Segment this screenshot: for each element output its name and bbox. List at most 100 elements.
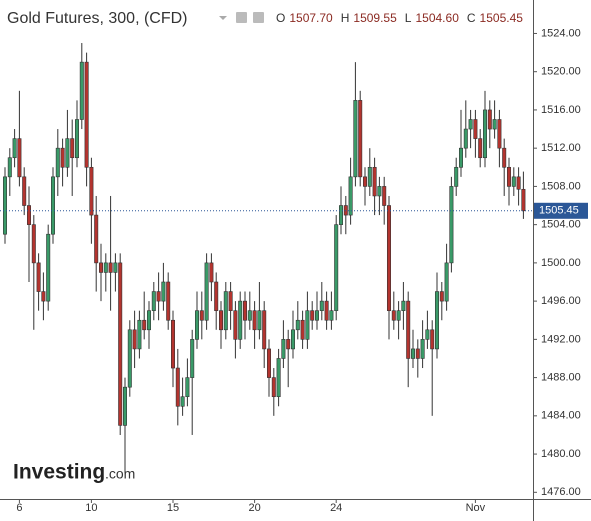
candle-body	[103, 262, 108, 273]
candle-body	[353, 100, 358, 178]
candle-body	[70, 138, 75, 159]
candle-body	[439, 291, 444, 302]
candle-body	[180, 396, 185, 407]
ohlc-value: 1505.45	[480, 11, 524, 25]
logo-main: Investing	[13, 461, 105, 484]
candle-body	[166, 281, 171, 321]
candle-body	[473, 119, 478, 139]
y-tick-label: 1512.00	[541, 142, 581, 154]
y-tick-label: 1492.00	[541, 333, 581, 345]
plot-area	[2, 43, 526, 474]
candle-body	[243, 300, 248, 321]
candle-body	[84, 61, 89, 168]
chart-title: Gold Futures, 300, (CFD)	[7, 10, 188, 27]
header: Gold Futures, 300, (CFD)	[0, 4, 510, 32]
candle-body	[127, 329, 132, 388]
candle-body	[108, 262, 113, 273]
candle-body	[17, 138, 22, 178]
candle-body	[367, 166, 372, 187]
candle-body	[521, 188, 526, 212]
candle-body	[382, 186, 387, 206]
candle-body	[420, 339, 425, 359]
candle-body	[362, 176, 367, 187]
last-price-label: 1505.45	[539, 205, 579, 217]
candle-body	[118, 262, 123, 426]
settings-icon	[253, 12, 264, 23]
candle-body	[151, 291, 156, 311]
candle-body	[238, 300, 243, 340]
candle-body	[454, 166, 459, 187]
candle-body	[329, 310, 334, 321]
candle-body	[94, 214, 99, 264]
candle-body	[161, 281, 166, 302]
candle-body	[348, 176, 353, 216]
candle-body	[386, 205, 391, 311]
candle-body	[458, 147, 463, 168]
candle-body	[156, 291, 161, 302]
candle-body	[290, 329, 295, 350]
candle-body	[319, 300, 324, 311]
candle-body	[358, 100, 363, 178]
candle-body	[31, 224, 36, 264]
y-tick-label: 1480.00	[541, 448, 581, 460]
candle-body	[502, 147, 507, 168]
candle-body	[60, 147, 65, 168]
candle-body	[204, 262, 209, 321]
candle-body	[391, 310, 396, 321]
y-tick-label: 1500.00	[541, 257, 581, 269]
x-tick-label: 10	[85, 502, 97, 514]
candle-body	[147, 310, 152, 331]
candle-body	[430, 329, 435, 350]
candle-body	[223, 291, 228, 331]
candle-body	[449, 186, 454, 264]
candle-body	[401, 300, 406, 311]
ohlc-value: 1504.60	[415, 11, 459, 25]
candle-body	[175, 367, 180, 407]
candle-body	[295, 319, 300, 331]
candle-body	[300, 319, 305, 340]
last-price-box	[534, 202, 588, 219]
ohlc-key: O	[276, 11, 285, 25]
candle-body	[7, 157, 12, 178]
candle-body	[482, 109, 487, 159]
candle-body	[142, 319, 147, 331]
candle-body	[271, 377, 276, 398]
candle-body	[36, 262, 41, 292]
candle-body	[46, 233, 51, 302]
candle-body	[324, 300, 329, 321]
logo-suffix: .com	[105, 466, 135, 482]
candle-body	[410, 348, 415, 359]
candle-body	[99, 262, 104, 273]
ohlc-value: 1507.70	[289, 11, 333, 25]
candle-body	[506, 166, 511, 187]
ohlc-value: 1509.55	[353, 11, 397, 25]
candle-body	[233, 310, 238, 340]
x-tick-label: 15	[167, 502, 179, 514]
candle-body	[511, 176, 516, 187]
candle-body	[377, 186, 382, 197]
candle-body	[334, 224, 339, 311]
candle-body	[444, 262, 449, 302]
y-tick-label: 1504.00	[541, 219, 581, 231]
candle-body	[468, 119, 473, 130]
candle-body	[252, 310, 257, 331]
dropdown-icon	[219, 16, 227, 20]
candle-body	[228, 291, 233, 311]
candle-body	[214, 281, 219, 311]
candle-body	[314, 310, 319, 321]
y-tick-label: 1476.00	[541, 486, 581, 498]
candle-body	[195, 310, 200, 340]
y-tick-label: 1520.00	[541, 66, 581, 78]
candle-body	[22, 176, 27, 206]
candle-body	[286, 339, 291, 350]
candle-body	[113, 262, 118, 273]
candle-body	[55, 147, 60, 178]
ohlc-key: H	[341, 11, 350, 25]
eye-icon	[236, 12, 247, 23]
candle-body	[415, 348, 420, 359]
candle-body	[199, 310, 204, 321]
candle-body	[487, 109, 492, 130]
candle-body	[492, 119, 497, 130]
